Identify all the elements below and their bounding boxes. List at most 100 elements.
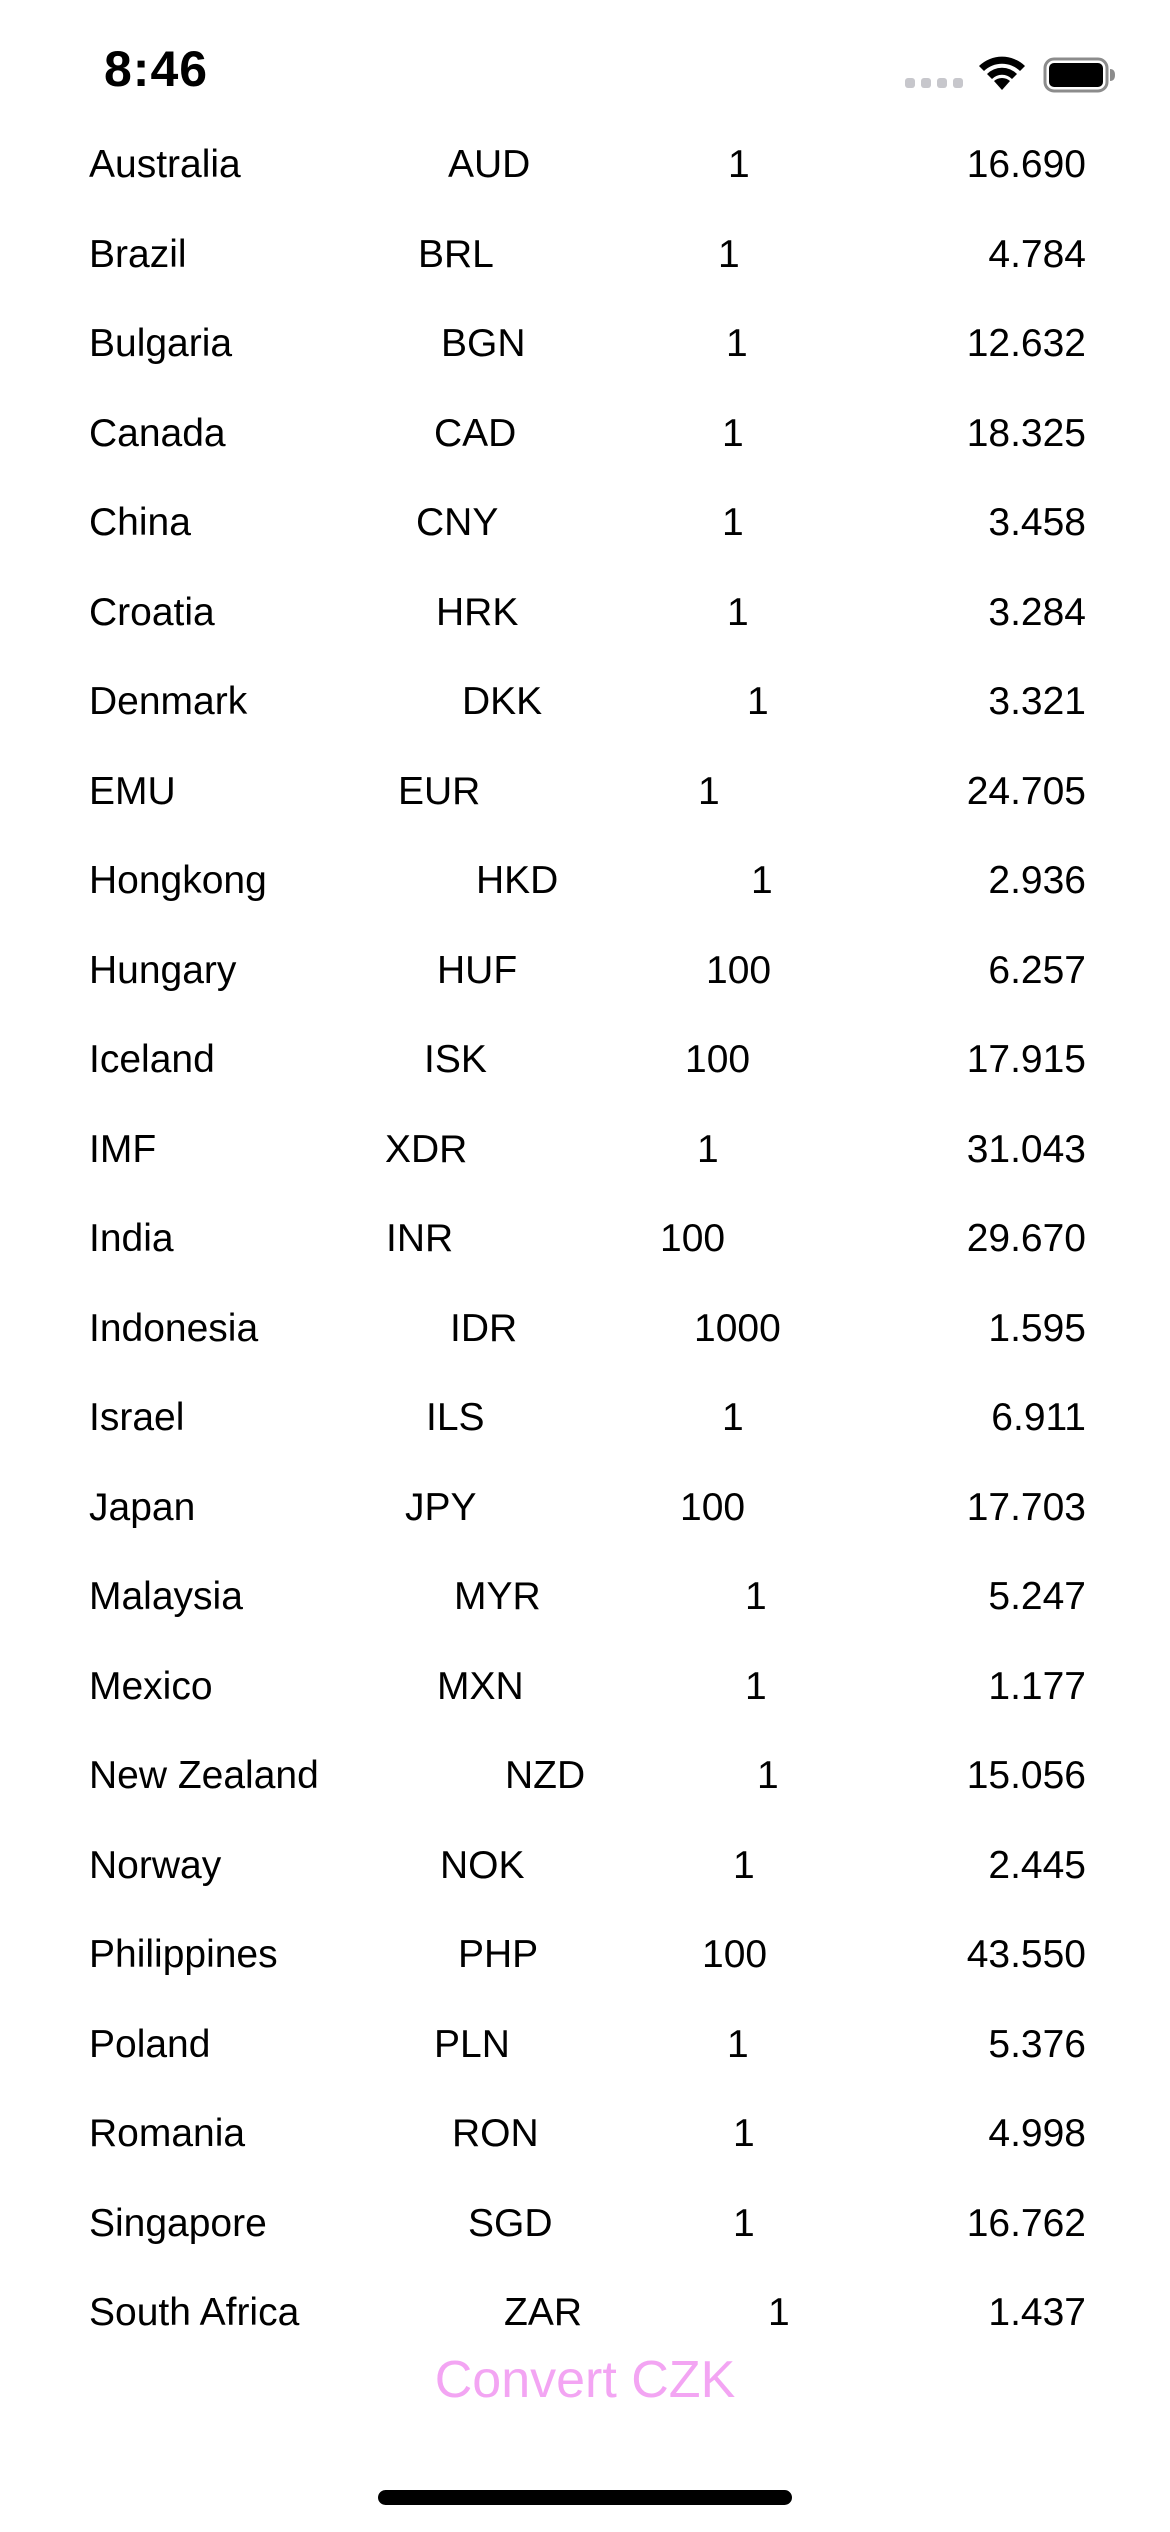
rate-currency-code: ISK xyxy=(424,1038,487,1081)
rate-row[interactable]: Canada CAD 1 18.325 xyxy=(0,389,1170,479)
rate-row[interactable]: Norway NOK 1 2.445 xyxy=(0,1821,1170,1911)
rate-row[interactable]: Singapore SGD 1 16.762 xyxy=(0,2179,1170,2269)
rate-amount: 1 xyxy=(698,769,720,813)
rate-currency-code: BRL xyxy=(418,232,494,276)
rate-currency-code: EUR xyxy=(398,769,481,813)
rate-country: China xyxy=(89,501,191,544)
rate-currency-code: CAD xyxy=(434,411,517,455)
rate-value: 3.458 xyxy=(988,501,1086,544)
rate-amount: 1 xyxy=(722,1396,744,1439)
rate-value: 31.043 xyxy=(966,1127,1086,1171)
rate-amount: 100 xyxy=(685,1038,751,1081)
rate-row[interactable]: Hongkong HKD 1 2.936 xyxy=(0,836,1170,926)
rate-currency-code: JPY xyxy=(405,1485,477,1529)
rate-currency-code: HRK xyxy=(436,590,519,634)
rate-row[interactable]: Japan JPY 100 17.703 xyxy=(0,1463,1170,1553)
rate-country: Romania xyxy=(89,2112,246,2155)
rate-amount: 100 xyxy=(702,1933,768,1976)
rate-row[interactable]: Romania RON 1 4.998 xyxy=(0,2089,1170,2179)
rate-currency-code: MXN xyxy=(437,1664,524,1708)
rate-currency-code: CNY xyxy=(416,501,499,544)
rate-amount: 1 xyxy=(697,1127,719,1171)
convert-czk-button[interactable]: Convert CZK xyxy=(335,2340,835,2420)
rate-row[interactable]: New Zealand NZD 1 15.056 xyxy=(0,1731,1170,1821)
rate-row[interactable]: China CNY 1 3.458 xyxy=(0,478,1170,568)
rate-amount: 1 xyxy=(757,1754,779,1797)
rate-currency-code: ILS xyxy=(426,1396,485,1439)
rate-row[interactable]: Denmark DKK 1 3.321 xyxy=(0,657,1170,747)
rate-currency-code: SGD xyxy=(468,2201,553,2245)
rate-currency-code: INR xyxy=(386,1217,454,1260)
rate-amount: 1 xyxy=(745,1664,767,1708)
rate-amount: 1 xyxy=(733,2112,755,2155)
rate-row[interactable]: Australia AUD 1 16.690 xyxy=(0,120,1170,210)
exchange-rates-list[interactable]: Australia AUD 1 16.690 Brazil BRL 1 4.784 Bulgar… xyxy=(0,120,1170,2330)
rate-value: 3.321 xyxy=(988,680,1086,723)
rate-currency-code: HKD xyxy=(476,859,559,902)
rate-amount: 100 xyxy=(660,1217,726,1260)
rate-value: 5.247 xyxy=(988,1575,1086,1618)
rate-currency-code: ZAR xyxy=(504,2291,582,2330)
rate-amount: 1 xyxy=(718,232,740,276)
rate-row[interactable]: Iceland ISK 100 17.915 xyxy=(0,1015,1170,1105)
rate-row[interactable]: Hungary HUF 100 6.257 xyxy=(0,926,1170,1016)
rate-row[interactable]: South Africa ZAR 1 1.437 xyxy=(0,2268,1170,2330)
rate-value: 6.911 xyxy=(991,1396,1086,1439)
home-indicator[interactable] xyxy=(378,2490,792,2505)
rate-row[interactable]: Croatia HRK 1 3.284 xyxy=(0,568,1170,658)
rate-currency-code: NOK xyxy=(440,1843,525,1887)
rate-country: Japan xyxy=(89,1485,196,1529)
rate-row[interactable]: India INR 100 29.670 xyxy=(0,1194,1170,1284)
rate-currency-code: BGN xyxy=(441,322,526,365)
battery-icon xyxy=(1043,57,1115,93)
rate-value: 29.670 xyxy=(966,1217,1086,1260)
rate-row[interactable]: Israel ILS 1 6.911 xyxy=(0,1373,1170,1463)
rate-country: Norway xyxy=(89,1843,222,1887)
rate-value: 18.325 xyxy=(966,411,1086,455)
rate-row[interactable]: IMF XDR 1 31.043 xyxy=(0,1105,1170,1195)
rate-country: Hungary xyxy=(89,948,237,992)
rate-amount: 1 xyxy=(727,2022,749,2066)
rate-currency-code: NZD xyxy=(505,1754,586,1797)
rate-value: 1.595 xyxy=(988,1306,1086,1350)
rate-value: 5.376 xyxy=(988,2022,1086,2066)
rate-row[interactable]: Mexico MXN 1 1.177 xyxy=(0,1642,1170,1732)
rate-country: Bulgaria xyxy=(89,322,233,365)
rate-value: 3.284 xyxy=(988,590,1086,634)
rate-value: 2.936 xyxy=(988,859,1086,902)
rate-currency-code: MYR xyxy=(454,1575,541,1618)
rate-value: 2.445 xyxy=(988,1843,1086,1887)
rate-amount: 1 xyxy=(747,680,769,723)
rate-country: Croatia xyxy=(89,590,215,634)
rate-country: India xyxy=(89,1217,174,1260)
rate-country: IMF xyxy=(89,1127,157,1171)
rate-amount: 100 xyxy=(706,948,772,992)
rate-row[interactable]: EMU EUR 1 24.705 xyxy=(0,747,1170,837)
rate-currency-code: PHP xyxy=(458,1933,539,1976)
rate-country: Hongkong xyxy=(89,859,267,902)
rate-row[interactable]: Indonesia IDR 1000 1.595 xyxy=(0,1284,1170,1374)
rate-value: 12.632 xyxy=(966,322,1086,365)
cellular-signal-icon xyxy=(905,78,963,88)
rate-country: Philippines xyxy=(89,1933,278,1976)
rate-country: EMU xyxy=(89,769,176,813)
rate-amount: 1 xyxy=(726,322,748,365)
rate-row[interactable]: Malaysia MYR 1 5.247 xyxy=(0,1552,1170,1642)
rate-value: 16.690 xyxy=(966,143,1086,186)
rate-row[interactable]: Brazil BRL 1 4.784 xyxy=(0,210,1170,300)
rate-row[interactable]: Poland PLN 1 5.376 xyxy=(0,2000,1170,2090)
rate-country: Israel xyxy=(89,1396,185,1439)
rate-row[interactable]: Bulgaria BGN 1 12.632 xyxy=(0,299,1170,389)
rate-value: 43.550 xyxy=(966,1933,1086,1976)
rate-value: 15.056 xyxy=(966,1754,1086,1797)
rate-value: 17.703 xyxy=(966,1485,1086,1529)
rate-country: Indonesia xyxy=(89,1306,259,1350)
rate-country: South Africa xyxy=(89,2291,300,2330)
rate-country: Iceland xyxy=(89,1038,215,1081)
rate-amount: 1 xyxy=(745,1575,767,1618)
rate-currency-code: HUF xyxy=(437,948,518,992)
rate-row[interactable]: Philippines PHP 100 43.550 xyxy=(0,1910,1170,2000)
rate-country: Australia xyxy=(89,143,241,186)
rate-value: 4.784 xyxy=(988,232,1086,276)
rate-country: Denmark xyxy=(89,680,248,723)
